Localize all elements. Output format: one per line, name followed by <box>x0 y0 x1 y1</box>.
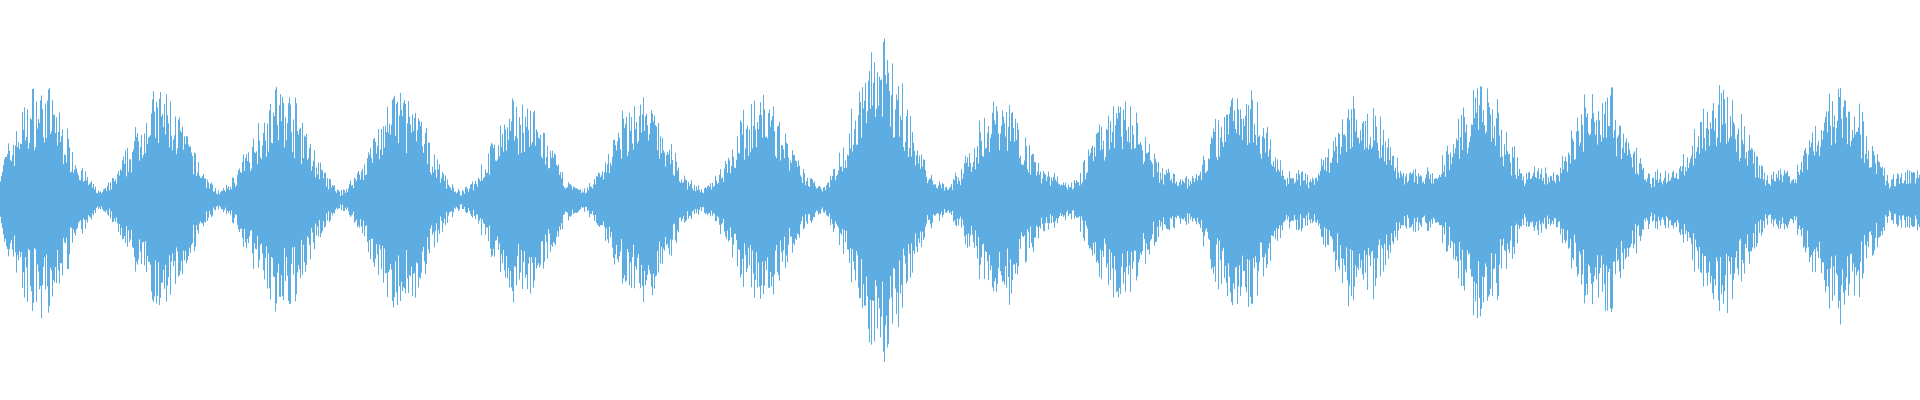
waveform-samples <box>0 38 1920 362</box>
